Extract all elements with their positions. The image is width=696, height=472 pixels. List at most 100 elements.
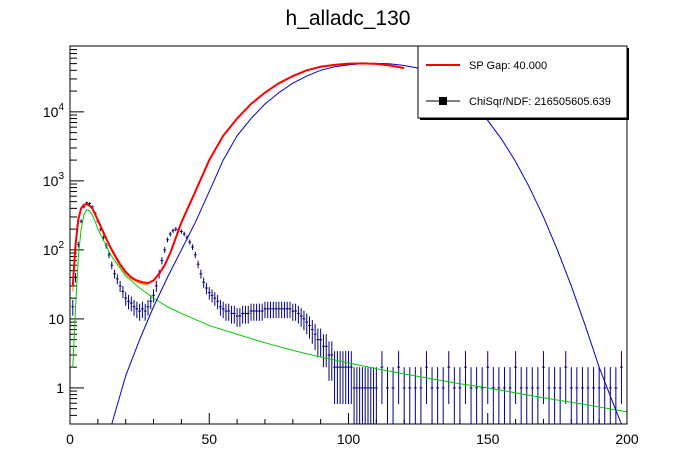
data-point: [380, 351, 384, 404]
data-point: [296, 305, 300, 324]
data-point: [597, 367, 601, 424]
data-point: [458, 367, 462, 424]
data-point: [280, 301, 284, 319]
data-point: [129, 296, 133, 312]
data-point: [519, 367, 523, 424]
data-point: [266, 301, 270, 319]
data-point: [386, 367, 389, 424]
data-point: [464, 351, 467, 404]
plot-frame: [69, 45, 628, 425]
legend-square-swatch: [439, 97, 447, 105]
data-point: [491, 367, 495, 424]
data-point: [361, 367, 364, 424]
data-point: [232, 305, 236, 324]
legend-label: ChiSqr/NDF: 216505605.639: [469, 96, 611, 108]
x-tick-label: 100: [337, 431, 361, 447]
data-point: [341, 351, 345, 404]
data-point: [475, 367, 479, 424]
data-point: [241, 305, 245, 324]
x-tick-label: 50: [201, 431, 217, 447]
data-point: [249, 303, 253, 321]
data-point: [202, 277, 206, 288]
data-point: [188, 239, 192, 245]
fit-curves: [71, 62, 627, 424]
legend-label: SP Gap: 40.000: [469, 60, 547, 72]
x-tick-label: 200: [615, 431, 639, 447]
data-point: [146, 299, 150, 316]
data-point: [608, 367, 612, 424]
data-point: [163, 247, 167, 254]
data-point: [227, 303, 231, 321]
data-point: [358, 367, 362, 424]
y-tick-label: 1: [56, 380, 64, 396]
data-point: [235, 308, 239, 327]
data-point: [113, 269, 116, 279]
data-point: [558, 367, 562, 424]
data-point: [216, 294, 220, 310]
data-point: [174, 227, 178, 232]
data-point: [310, 319, 314, 344]
data-point: [132, 299, 136, 316]
data-point: [355, 367, 359, 424]
data-point: [536, 367, 540, 424]
data-point: [302, 310, 306, 331]
data-point: [196, 260, 200, 269]
data-point: [74, 272, 77, 283]
data-point: [107, 251, 111, 259]
data-point: [138, 303, 142, 321]
x-tick-label: 150: [476, 431, 500, 447]
data-point: [553, 367, 556, 424]
data-point: [313, 323, 317, 350]
data-point: [569, 367, 573, 424]
data-point: [124, 292, 128, 306]
data-point: [210, 289, 214, 303]
data-point: [486, 351, 490, 404]
data-point: [127, 294, 130, 310]
data-point: [508, 367, 512, 424]
data-point: [586, 367, 590, 424]
data-point: [149, 294, 153, 310]
data-point: [338, 351, 342, 404]
data-point: [503, 367, 506, 424]
y-tick-label: 104: [43, 102, 65, 120]
data-point: [419, 367, 423, 424]
data-point: [344, 351, 348, 404]
data-point: [316, 328, 320, 358]
data-point: [366, 367, 370, 424]
legend-box: [417, 45, 628, 119]
data-point: [246, 305, 250, 324]
data-point: [308, 316, 311, 339]
data-point: [283, 301, 286, 319]
data-point: [110, 261, 114, 270]
data-point: [413, 367, 417, 424]
data-point: [199, 269, 203, 279]
data-point: [252, 303, 256, 321]
data-point: [277, 301, 281, 319]
data-point: [285, 301, 289, 319]
data-point: [207, 287, 211, 300]
data-point: [305, 313, 309, 335]
data-point: [324, 334, 328, 368]
data-point: [221, 301, 225, 319]
y-tick-label: 102: [43, 240, 65, 258]
data-point: [135, 301, 139, 319]
data-point: [230, 305, 233, 324]
data-point: [614, 367, 618, 424]
data-point: [191, 244, 194, 251]
data-point: [171, 228, 175, 233]
data-point: [514, 351, 517, 404]
data-point: [391, 367, 395, 424]
data-point: [327, 341, 331, 381]
data-point: [238, 308, 242, 327]
data-point: [447, 351, 451, 404]
data-point: [319, 328, 323, 358]
data-point: [218, 299, 222, 316]
data-point: [480, 367, 484, 424]
data-point: [347, 351, 350, 404]
data-point: [168, 231, 172, 237]
y-tick-label: 10: [48, 311, 64, 327]
data-point: [335, 351, 339, 404]
data-point: [205, 282, 208, 295]
data-point: [166, 237, 169, 243]
